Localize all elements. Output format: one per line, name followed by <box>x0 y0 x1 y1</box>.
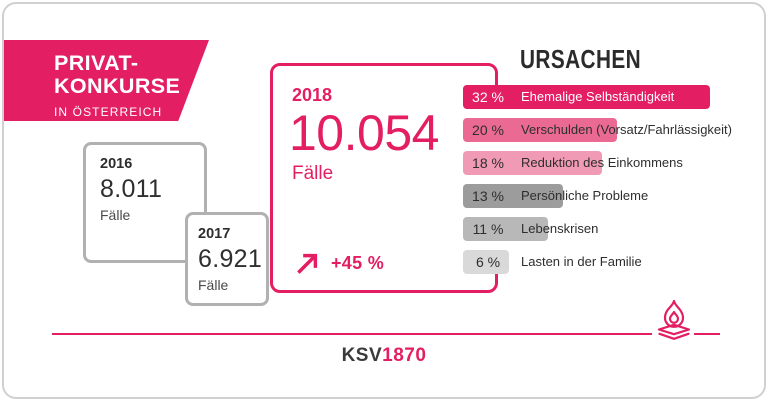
cause-row: 11 % Lebenskrisen <box>463 217 752 241</box>
year-label: 2016 <box>100 156 133 172</box>
cause-bar-fill <box>463 85 710 109</box>
cause-bar-value: 6 % <box>475 254 501 270</box>
banner-subtitle: IN ÖSTERREICH <box>54 105 163 119</box>
ksv-logo: KSV1870 <box>4 345 764 367</box>
banner-title-line2: KONKURSE <box>54 74 181 98</box>
footer-divider-right <box>694 333 720 335</box>
banner-title: PRIVAT- KONKURSE <box>54 52 209 98</box>
cause-bar-label: Ehemalige Selbständigkeit <box>521 89 675 104</box>
cause-bar-value: 32 % <box>472 89 504 105</box>
year-unit: Fälle <box>100 207 131 223</box>
cause-bar-fill <box>463 217 548 241</box>
flame-icon <box>657 299 691 340</box>
cause-row: 6 % Lasten in der Familie <box>463 250 752 274</box>
trend-change: +45 % <box>295 251 384 276</box>
year-value: 8.011 <box>100 175 163 203</box>
cause-bar-value: 20 % <box>472 122 504 138</box>
logo-ksv-text: KSV <box>341 345 383 366</box>
year-unit: Fälle <box>292 163 334 184</box>
cause-row: 32 % Ehemalige Selbständigkeit <box>463 85 752 109</box>
year-value: 10.054 <box>289 105 439 161</box>
cause-row: 18 % Reduktion des Einkommens <box>463 151 752 175</box>
cause-bar-label: Lasten in der Familie <box>521 254 642 269</box>
trend-change-value: +45 % <box>331 253 385 273</box>
banner-title-line1: PRIVAT- <box>54 51 139 75</box>
year-card-2016: 2016 8.011 Fälle <box>83 142 207 263</box>
cause-bar-value: 11 % <box>472 221 504 237</box>
footer-divider-left <box>52 333 652 335</box>
trend-up-icon <box>297 253 318 274</box>
cause-bar-value: 13 % <box>472 188 504 204</box>
cause-bar-label: Persönliche Probleme <box>521 188 649 203</box>
cause-bar-value: 18 % <box>472 155 504 171</box>
cause-bar-label: Reduktion des Einkommens <box>521 155 683 170</box>
cause-bar-fill <box>463 250 509 274</box>
year-value: 6.921 <box>198 245 263 273</box>
cause-bar-fill <box>463 184 563 208</box>
cause-bar-label: Verschulden (Vorsatz/Fahrlässigkeit) <box>521 122 732 137</box>
year-card-2018: 2018 10.054 Fälle +45 % <box>270 63 498 293</box>
banner: PRIVAT- KONKURSE IN ÖSTERREICH <box>4 40 209 121</box>
year-unit: Fälle <box>198 277 229 293</box>
causes-title: URSACHEN <box>520 44 642 74</box>
year-card-2017: 2017 6.921 Fälle <box>185 212 269 306</box>
cause-bar-fill <box>463 151 602 175</box>
cause-row: 13 % Persönliche Probleme <box>463 184 752 208</box>
cause-bar-fill <box>463 118 617 142</box>
causes-chart: 32 % Ehemalige Selbständigkeit 20 % Verschu… <box>463 85 752 274</box>
year-label: 2017 <box>198 226 231 242</box>
year-label: 2018 <box>292 85 333 105</box>
cause-bar-label: Lebenskrisen <box>521 221 599 236</box>
cause-row: 20 % Verschulden (Vorsatz/Fahrlässigkeit) <box>463 118 752 142</box>
logo-1870-text: 1870 <box>382 345 427 366</box>
